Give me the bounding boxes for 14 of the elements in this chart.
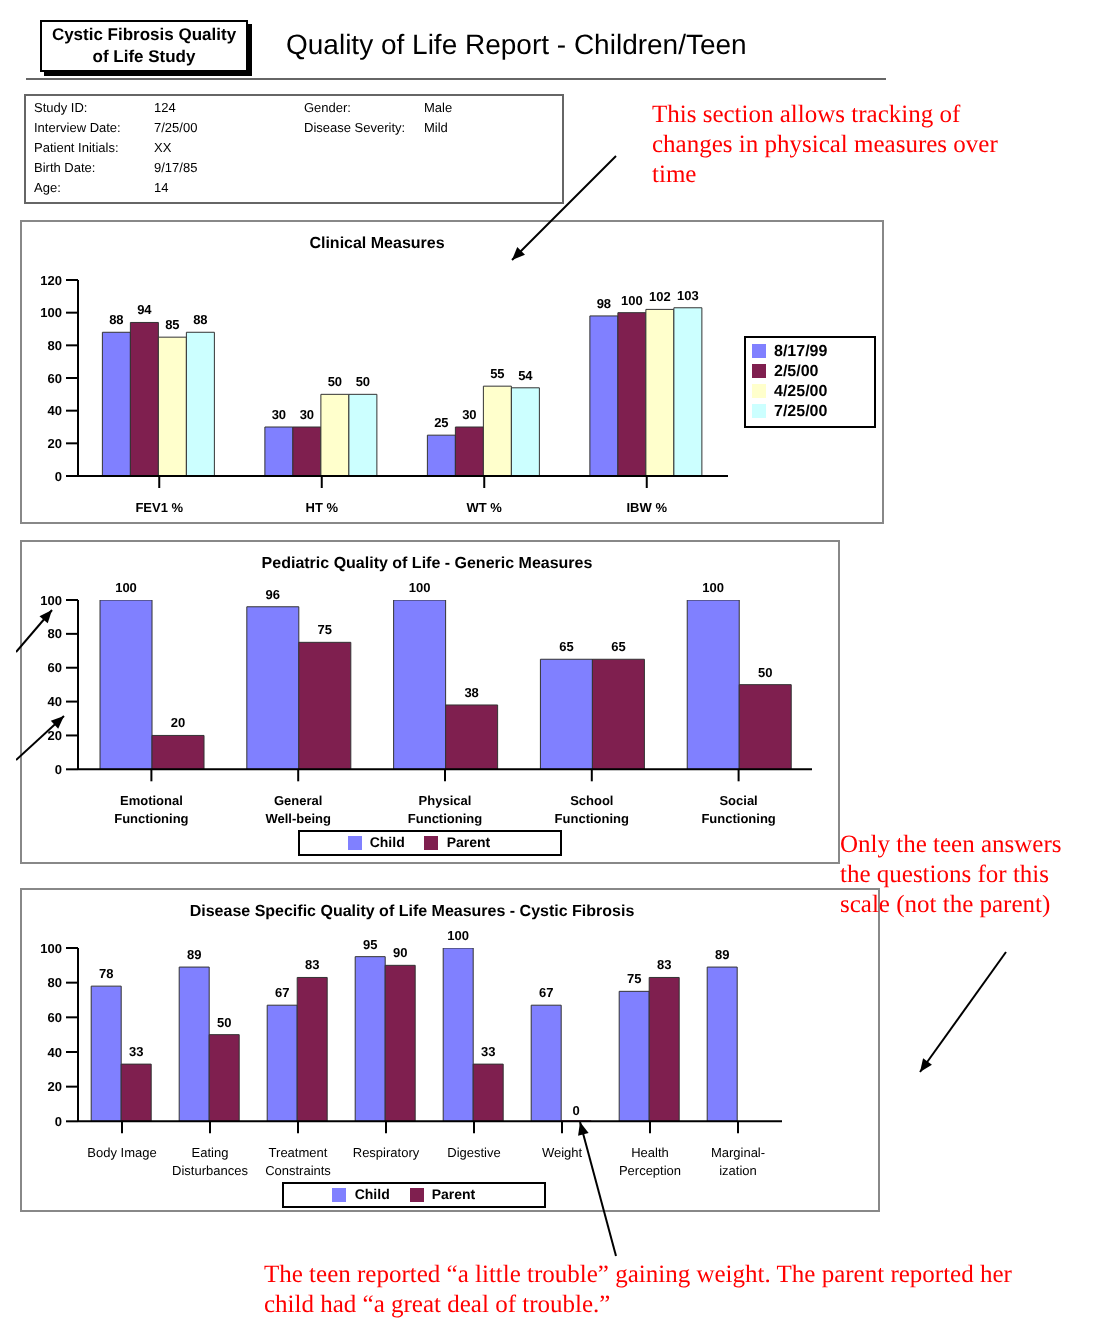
chart-title: Pediatric Quality of Life - Generic Measures bbox=[259, 554, 595, 572]
legend-label: 8/17/99 bbox=[774, 342, 828, 360]
legend-label: 7/25/00 bbox=[774, 402, 828, 420]
chart-title: Disease Specific Quality of Life Measures - Cystic Fibrosis bbox=[187, 902, 637, 920]
chart-title: Clinical Measures bbox=[307, 234, 447, 252]
bar bbox=[530, 1004, 562, 1122]
text: Quality of Life Report - Children/Teen bbox=[286, 28, 747, 60]
text: Only the teen answers the questions for this scale (not the parent) bbox=[840, 830, 1064, 920]
text: This section allows tracking of changes in physical measures over time bbox=[652, 100, 1000, 190]
legend-label: 4/25/00 bbox=[774, 382, 828, 400]
legend-label: 2/5/00 bbox=[774, 362, 819, 380]
bar bbox=[706, 966, 738, 1122]
text: The teen reported “a little trouble” gaining weight. The parent reported her child had “a great deal of trouble.” bbox=[264, 1260, 1014, 1320]
text: Cystic Fibrosis Quality of Life Study bbox=[40, 20, 248, 72]
